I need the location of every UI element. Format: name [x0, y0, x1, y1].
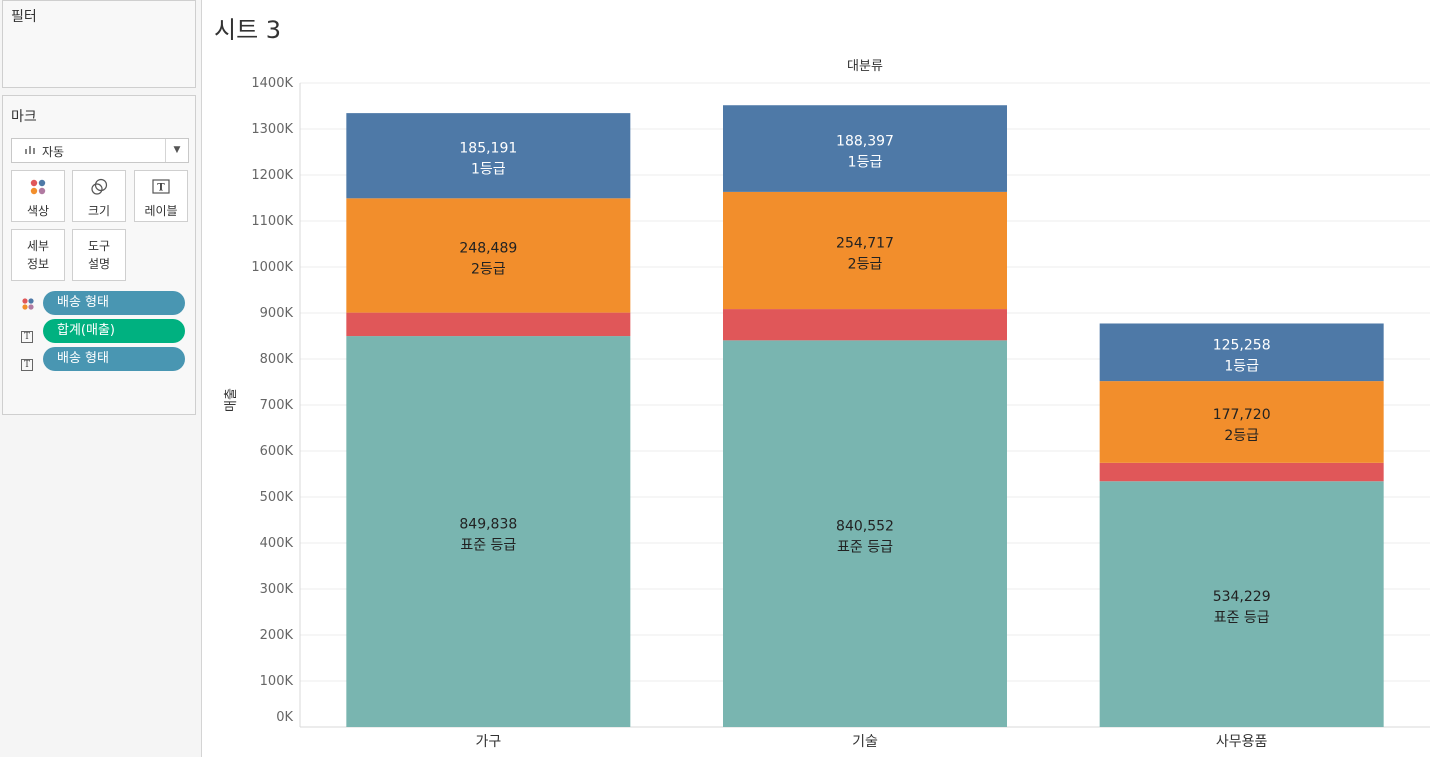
data-label-series: 표준 등급	[837, 540, 893, 556]
marks-card-title: 마크	[11, 109, 37, 125]
data-label-series: 1등급	[848, 155, 883, 171]
detail-button[interactable]: 세부 정보	[11, 229, 65, 281]
label-T-icon: T	[135, 178, 187, 196]
data-label-series: 1등급	[471, 162, 506, 178]
tooltip-button-label: 도구 설명	[87, 239, 111, 271]
y-tick-label: 900K	[260, 306, 294, 321]
bar-segment[interactable]	[1099, 481, 1384, 727]
x-tick-label: 사무용품	[1216, 734, 1268, 750]
data-label-value: 185,191	[459, 141, 517, 157]
y-tick-label: 700K	[260, 398, 294, 413]
y-tick-label: 1200K	[251, 168, 293, 183]
x-tick-label: 기술	[852, 734, 878, 750]
y-tick-label: 0K	[276, 710, 293, 725]
data-label-value: 254,717	[836, 235, 894, 251]
label-button[interactable]: T 레이블	[134, 170, 188, 222]
data-label-series: 2등급	[1224, 428, 1259, 444]
y-tick-label: 1400K	[251, 76, 293, 91]
y-tick-label: 500K	[260, 490, 294, 505]
y-tick-label: 200K	[260, 628, 294, 643]
mark-type-label: 자동	[42, 145, 65, 159]
marks-card: 마크 자동 ▼ 색상 크기 T 레이블 세부 정보	[2, 95, 196, 415]
tooltip-button[interactable]: 도구 설명	[72, 229, 126, 281]
svg-text:T: T	[157, 183, 165, 194]
mark-field-label: T 합계(매출)	[21, 319, 186, 343]
label-button-label: 레이블	[144, 204, 178, 218]
column-header: 대분류	[847, 59, 883, 74]
size-button[interactable]: 크기	[72, 170, 126, 222]
data-label-value: 177,720	[1213, 407, 1271, 423]
field-pill[interactable]: 합계(매출)	[43, 319, 185, 343]
bar-segment[interactable]	[1099, 462, 1384, 482]
label-T-icon: T	[21, 352, 35, 371]
field-pill[interactable]: 배송 형태	[43, 347, 185, 371]
y-tick-label: 300K	[260, 582, 294, 597]
color-button-label: 색상	[26, 204, 50, 218]
bar-chart-icon	[24, 143, 36, 158]
data-label-series: 표준 등급	[1214, 610, 1270, 626]
y-tick-label: 800K	[260, 352, 294, 367]
bar-segment[interactable]	[1099, 381, 1384, 463]
size-icon	[73, 178, 125, 196]
filter-shelf[interactable]: 필터	[2, 0, 196, 88]
size-button-label: 크기	[87, 204, 111, 218]
data-label-value: 248,489	[459, 240, 517, 256]
bar-segment[interactable]	[723, 340, 1007, 727]
label-T-icon: T	[21, 324, 35, 343]
y-tick-label: 1100K	[251, 214, 293, 229]
x-tick-label: 가구	[475, 734, 501, 750]
y-tick-label: 1000K	[251, 260, 293, 275]
data-label-series: 2등급	[848, 256, 883, 272]
y-axis-label: 매출	[224, 388, 239, 412]
detail-button-label: 세부 정보	[26, 239, 50, 271]
data-label-value: 534,229	[1213, 589, 1271, 605]
mark-field-label: T 배송 형태	[21, 347, 186, 371]
data-label-value: 188,397	[836, 134, 894, 150]
data-label-series: 1등급	[1224, 358, 1259, 374]
mark-type-dropdown[interactable]: 자동 ▼	[11, 138, 189, 163]
bar-segment[interactable]	[346, 198, 631, 313]
filter-shelf-title: 필터	[11, 9, 37, 25]
color-dots-icon	[12, 178, 64, 196]
data-label-value: 125,258	[1213, 337, 1271, 353]
data-label-series: 표준 등급	[460, 538, 516, 554]
color-button[interactable]: 색상	[11, 170, 65, 222]
chevron-down-icon[interactable]: ▼	[165, 139, 188, 162]
color-dots-icon	[21, 296, 35, 310]
bar-segment[interactable]	[1099, 323, 1384, 382]
bar-segment[interactable]	[723, 191, 1007, 310]
data-label-series: 2등급	[471, 261, 506, 277]
data-label-value: 840,552	[836, 519, 894, 535]
bar-segment[interactable]	[346, 312, 631, 337]
stacked-bar-chart: 대분류 0K 100K 200K 300K 400K 500K 600K 700K 800K 900…	[224, 59, 1430, 750]
y-tick-label: 400K	[260, 536, 294, 551]
y-tick-label: 100K	[260, 674, 294, 689]
sheet-title: 시트 3	[214, 16, 282, 44]
bar-segment[interactable]	[723, 105, 1007, 192]
bar-segment[interactable]	[346, 336, 631, 727]
mark-field-color: 배송 형태	[21, 291, 186, 315]
data-label-value: 849,838	[459, 517, 517, 533]
y-tick-label: 600K	[260, 444, 294, 459]
bar-segment[interactable]	[346, 113, 631, 199]
side-panel: 필터 마크 자동 ▼ 색상 크기 T 레이블	[0, 0, 202, 757]
y-tick-label: 1300K	[251, 122, 293, 137]
field-pill[interactable]: 배송 형태	[43, 291, 185, 315]
bar-segment[interactable]	[723, 309, 1007, 341]
